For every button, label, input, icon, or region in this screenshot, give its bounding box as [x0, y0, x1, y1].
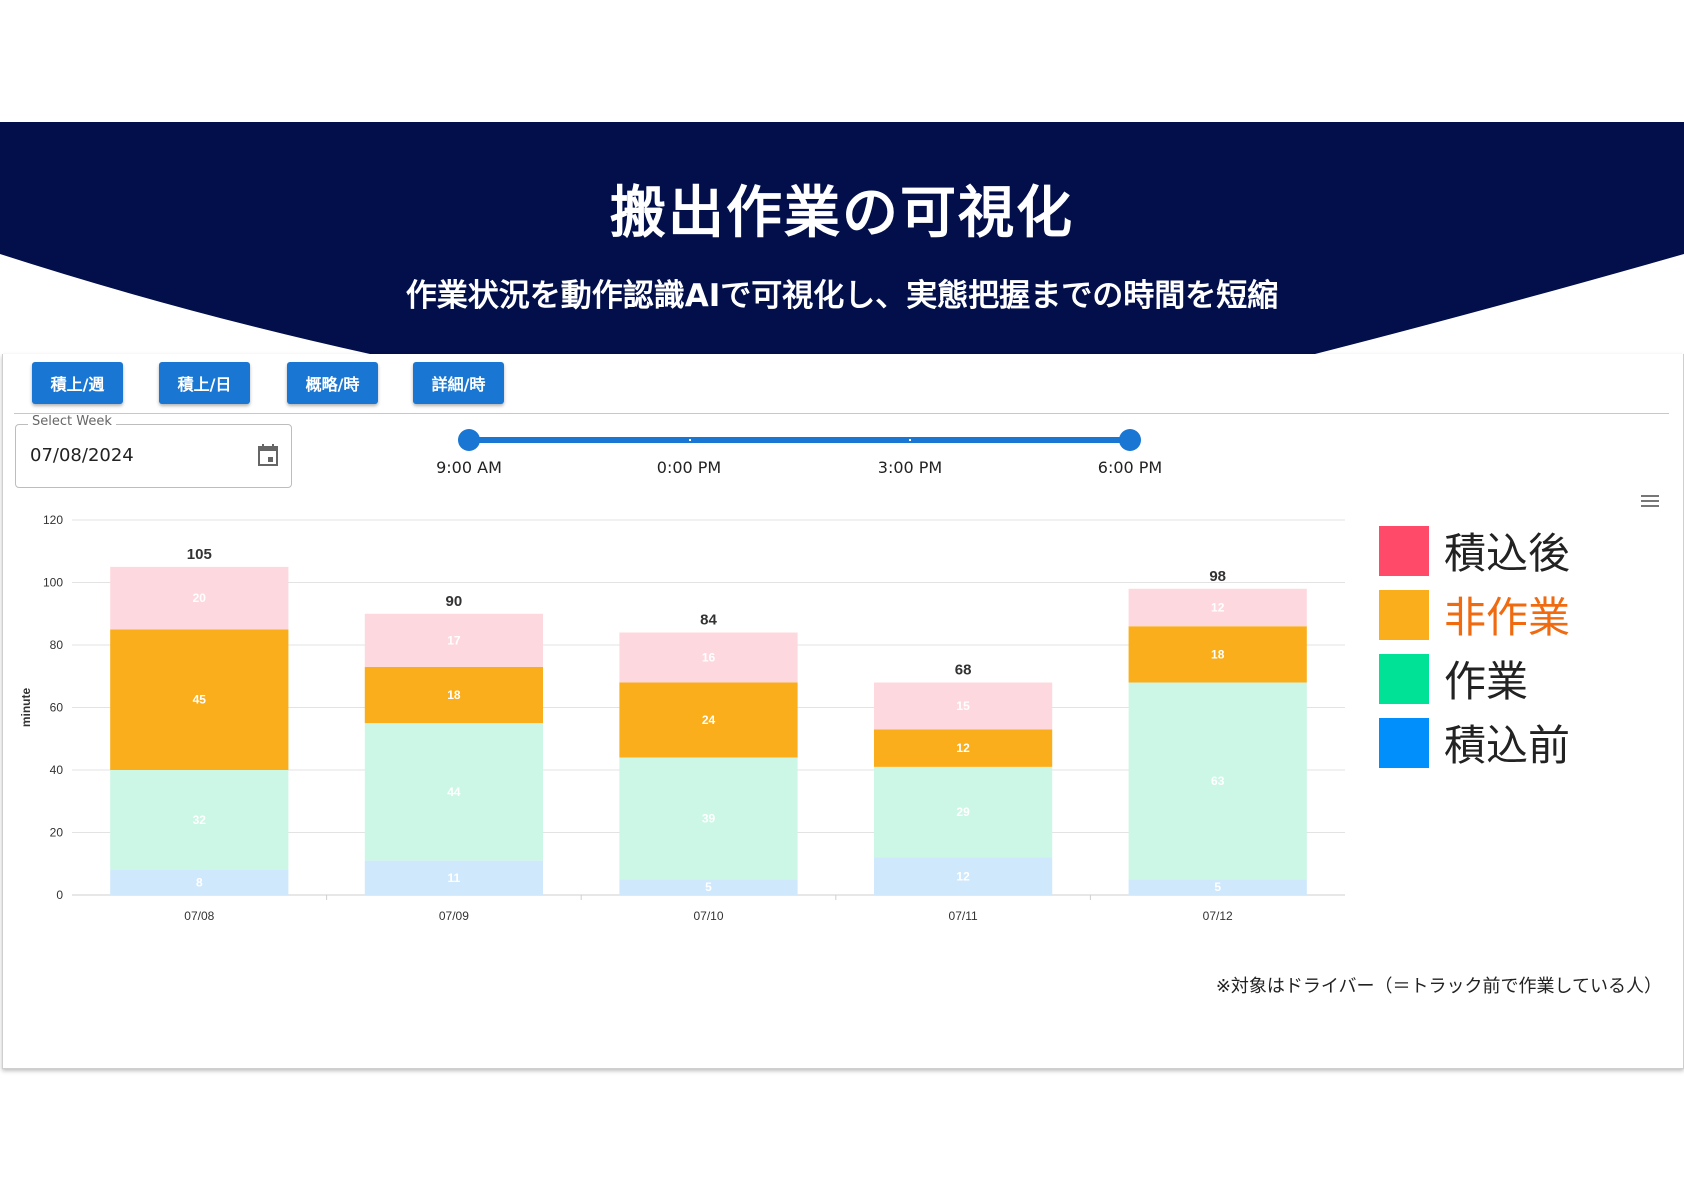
data-label: 17 [447, 633, 461, 647]
data-label: 12 [1211, 601, 1225, 615]
y-tick-label: 120 [43, 513, 63, 527]
data-label: 44 [447, 785, 461, 799]
bar-segment [619, 632, 798, 683]
data-label: 20 [193, 591, 207, 605]
legend-swatch [1379, 654, 1429, 704]
bar-segment [873, 857, 1053, 895]
page-title: 搬出作業の可視化 [610, 181, 1074, 246]
bar-segment [110, 770, 289, 870]
bar-segment [873, 682, 1053, 730]
y-tick-label: 20 [50, 826, 64, 840]
data-label: 12 [956, 869, 970, 883]
hourly-summary-button[interactable]: 概略/時 [287, 362, 378, 404]
bar-segment [364, 613, 544, 667]
x-tick-label: 07/09 [439, 909, 469, 923]
data-label: 5 [705, 880, 712, 894]
bar-segment [364, 860, 544, 895]
hamburger-menu-icon[interactable] [1641, 494, 1659, 508]
legend-swatch [1379, 590, 1429, 640]
legend-label: 積込後 [1444, 529, 1571, 578]
page-subtitle: 作業状況を動作認識AIで可視化し、実態把握までの時間を短縮 [405, 278, 1279, 314]
legend-label: 非作業 [1444, 593, 1571, 642]
calendar-icon[interactable] [257, 443, 279, 467]
bar-segment [1128, 588, 1307, 627]
total-label: 98 [1209, 568, 1226, 585]
data-label: 18 [1211, 647, 1225, 661]
data-label: 29 [956, 805, 970, 819]
x-tick-label: 07/08 [184, 909, 214, 923]
time-range-slider-track[interactable] [469, 437, 1130, 443]
bar-segment [110, 629, 289, 770]
total-label: 84 [700, 612, 717, 629]
header-banner [0, 122, 1684, 354]
slider-end-thumb[interactable] [1119, 429, 1141, 451]
bar-segment [364, 666, 544, 724]
total-label: 68 [955, 662, 972, 679]
bar-segment [364, 723, 544, 861]
data-label: 16 [702, 651, 716, 665]
hourly-detail-button[interactable]: 詳細/時 [413, 362, 504, 404]
y-tick-label: 0 [56, 888, 63, 902]
bar-segment [110, 566, 289, 630]
data-label: 18 [447, 688, 461, 702]
slider-mark-label: 9:00 AM [436, 458, 502, 477]
select-week-value[interactable]: 07/08/2024 [30, 445, 134, 466]
slider-mark-label: 3:00 PM [877, 458, 943, 477]
slider-mark-label: 0:00 PM [656, 458, 722, 477]
data-label: 11 [448, 871, 461, 885]
data-label: 15 [956, 699, 970, 713]
x-tick-label: 07/10 [693, 909, 723, 923]
bar-segment [619, 879, 798, 895]
total-label: 105 [187, 546, 212, 563]
bar-segment [873, 729, 1053, 767]
legend-label: 積込前 [1444, 721, 1571, 770]
bar-segment [619, 682, 798, 758]
data-label: 5 [1214, 880, 1221, 894]
bar-segment [1128, 682, 1307, 880]
data-label: 45 [193, 693, 207, 707]
daily-stacked-button[interactable]: 積上/日 [159, 362, 250, 404]
y-tick-label: 100 [43, 576, 63, 590]
bar-segment [619, 757, 798, 880]
slider-tick [909, 439, 911, 441]
x-tick-label: 07/12 [1203, 909, 1233, 923]
y-axis-label: minute [19, 688, 33, 728]
x-tick-label: 07/11 [949, 909, 978, 923]
data-label: 8 [196, 876, 203, 890]
bar-segment [873, 766, 1053, 858]
data-label: 12 [956, 741, 970, 755]
slider-tick [689, 439, 691, 441]
slider-mark-label: 6:00 PM [1097, 458, 1163, 477]
total-label: 90 [446, 593, 463, 610]
data-label: 32 [193, 813, 207, 827]
footnote: ※対象はドライバー（＝トラック前で作業している人） [1215, 976, 1662, 997]
data-label: 63 [1211, 774, 1225, 788]
select-week-field[interactable]: Select Week 07/08/2024 [15, 414, 292, 488]
data-label: 24 [702, 713, 716, 727]
legend-swatch [1379, 526, 1429, 576]
y-tick-label: 40 [50, 763, 64, 777]
slider-start-thumb[interactable] [458, 429, 480, 451]
stacked-bar-chart: 0 20 40 60 80 100 120 minute 8 32 45 20 105 07/08 11 44… [19, 513, 1345, 923]
y-tick-label: 60 [50, 701, 64, 715]
toolbar-divider [14, 413, 1669, 414]
legend-label: 作業 [1444, 657, 1529, 706]
data-label: 39 [702, 811, 716, 825]
legend-swatch [1379, 718, 1429, 768]
y-tick-label: 80 [50, 638, 64, 652]
select-week-label: Select Week [28, 414, 116, 429]
weekly-stacked-button[interactable]: 積上/週 [32, 362, 123, 404]
bar-segment [1128, 879, 1307, 895]
bar-segment [1128, 626, 1307, 683]
bar-segment [110, 870, 289, 895]
